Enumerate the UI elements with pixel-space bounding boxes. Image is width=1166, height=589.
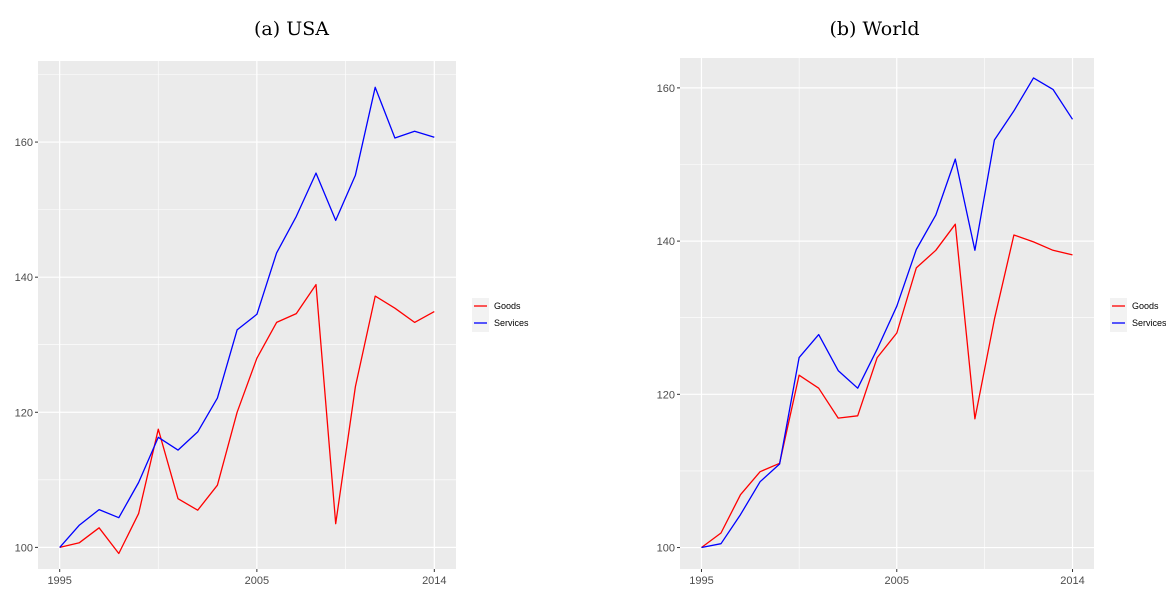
legend-label: Services: [494, 318, 529, 328]
x-tick-label: 1995: [47, 575, 71, 587]
y-tick-label: 120: [15, 407, 33, 419]
panel-usa: (a) USA 100 120 140 160 1995 2005 2014 Goods Ser…: [15, 18, 529, 587]
y-tick-label: 160: [15, 137, 33, 149]
x-tick-label: 2005: [885, 575, 909, 587]
world-line-chart: 100 120 140 160 1995 2005 2014 Goods Services: [657, 58, 1166, 587]
x-tick-label: 2014: [422, 575, 446, 587]
legend-label: Goods: [1132, 301, 1159, 311]
series-line-services: [701, 77, 1074, 549]
y-tick-label: 100: [657, 543, 675, 555]
series-line-goods: [701, 223, 1073, 549]
chart-title: (a) USA: [254, 18, 329, 40]
series-line-services: [59, 86, 435, 548]
y-tick-label: 140: [15, 272, 33, 284]
panel-world: (b) World 100 120 140 160 1995 2005 2014 Goods S…: [583, 0, 1166, 589]
x-tick-label: 2014: [1060, 575, 1084, 587]
legend: Goods Services: [472, 298, 529, 332]
legend-label: Goods: [494, 301, 521, 311]
legend-label: Services: [1132, 318, 1166, 328]
x-tick-label: 1995: [689, 575, 713, 587]
x-tick-label: 2005: [245, 575, 269, 587]
plot-background: [38, 61, 456, 569]
y-tick-label: 140: [657, 236, 675, 248]
series-line-goods: [59, 283, 435, 555]
legend: Goods Services: [1110, 298, 1166, 332]
chart-title: (b) World: [829, 18, 920, 40]
y-tick-label: 120: [657, 389, 675, 401]
usa-line-chart: 100 120 140 160 1995 2005 2014 Goods Services: [15, 61, 529, 587]
y-tick-label: 100: [15, 542, 33, 554]
y-tick-label: 160: [657, 83, 675, 95]
